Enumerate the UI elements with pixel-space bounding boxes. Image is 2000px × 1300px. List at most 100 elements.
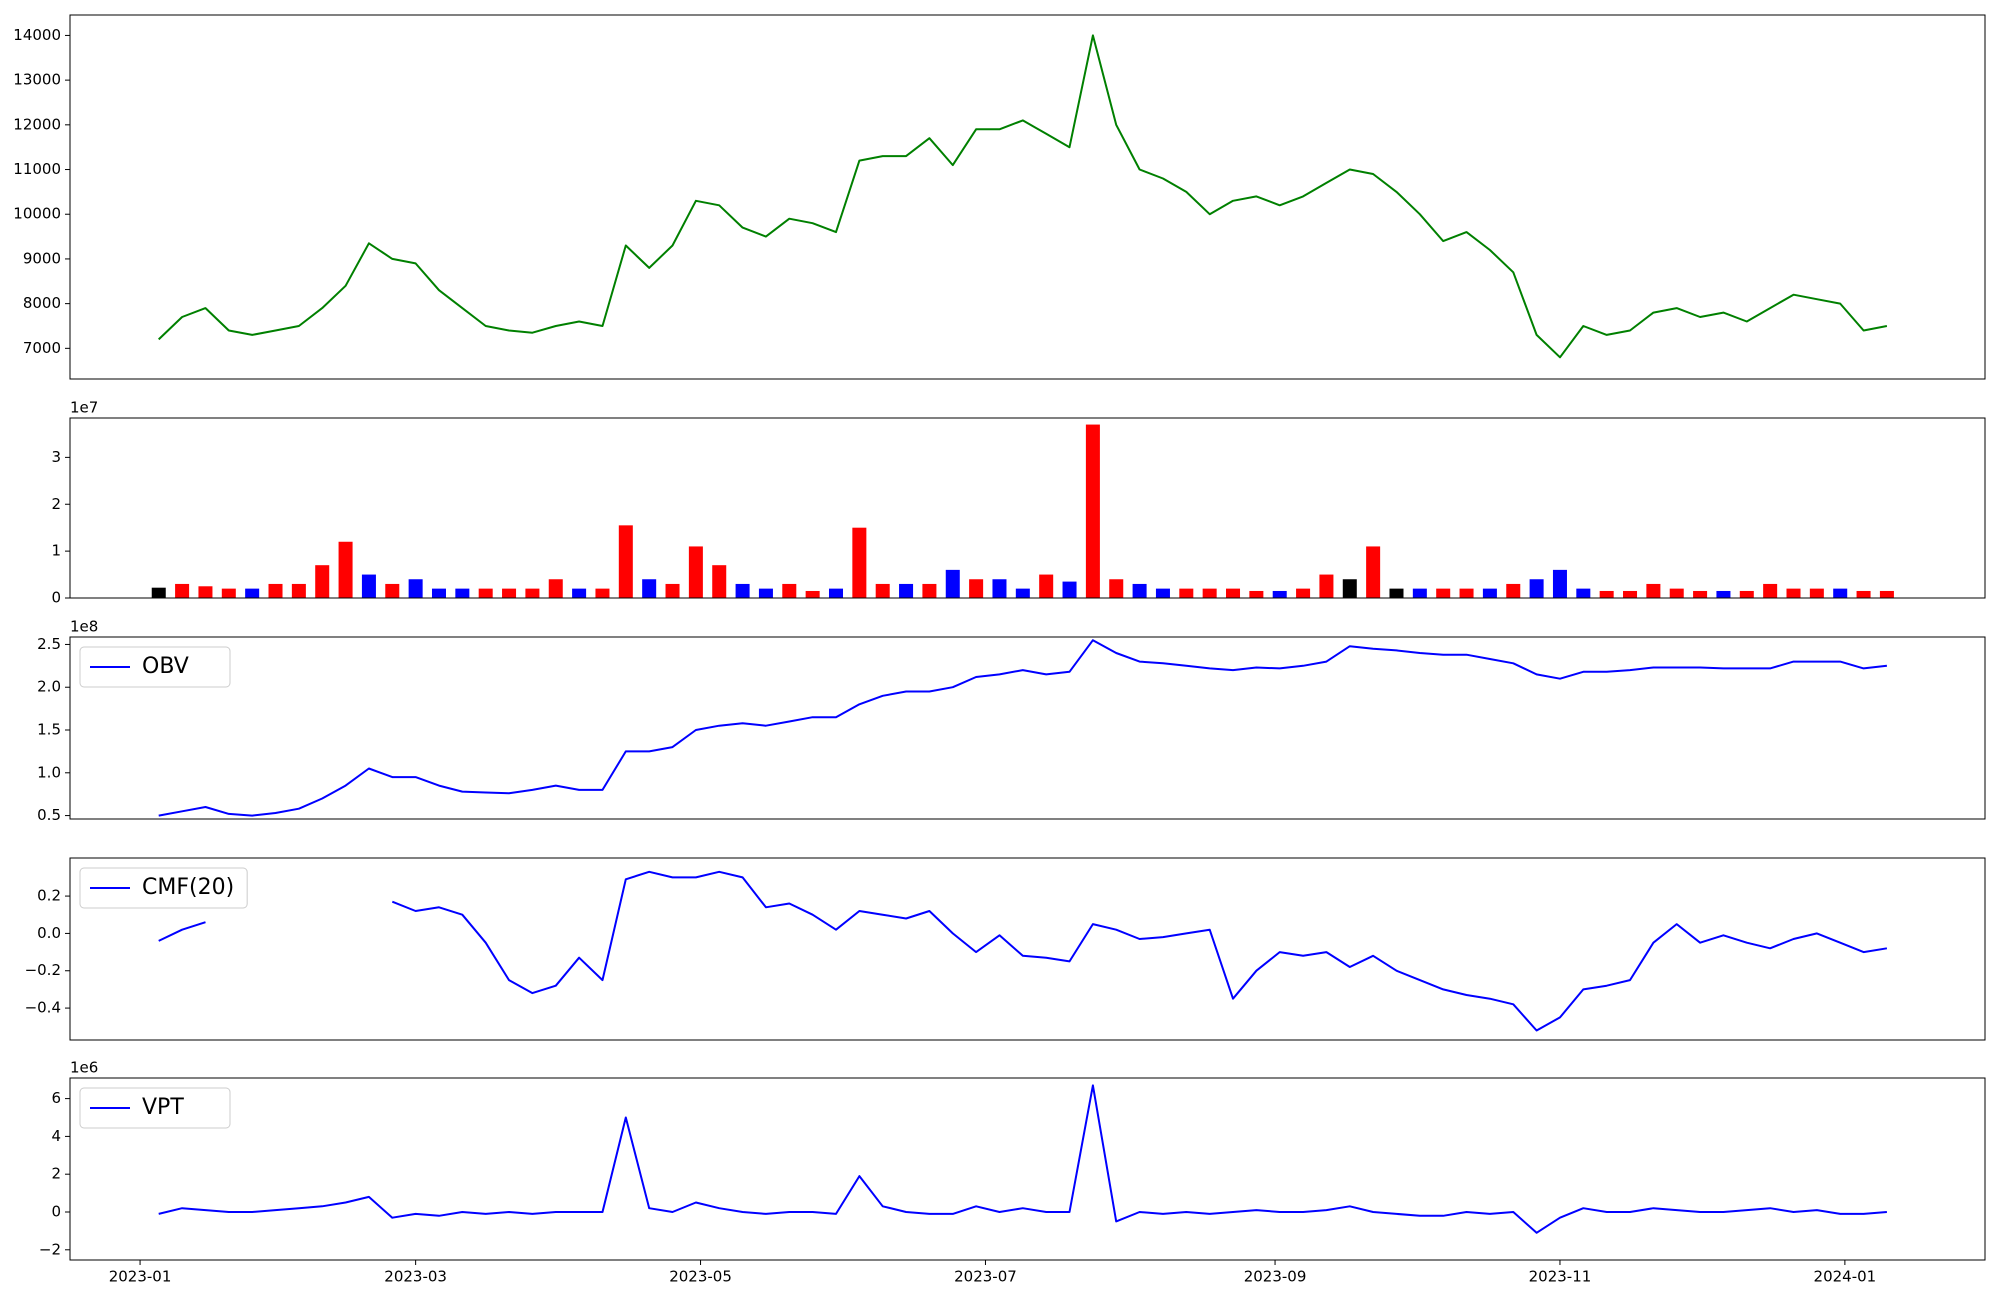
bar xyxy=(805,590,820,598)
x-tick-label: 2023-05 xyxy=(669,1268,732,1286)
plot-frame xyxy=(69,1077,1986,1261)
legend-box xyxy=(79,646,231,688)
y-tick-label: −2 xyxy=(39,1240,61,1258)
bar xyxy=(151,587,166,598)
y-tick-label: 0.0 xyxy=(37,924,61,942)
bar xyxy=(945,569,960,598)
bar xyxy=(1062,581,1077,598)
axis-offset-label: 1e6 xyxy=(70,1059,98,1077)
bar xyxy=(1693,590,1708,598)
x-tick-label: 2023-03 xyxy=(384,1268,447,1286)
bar xyxy=(455,588,470,598)
plot-frame xyxy=(69,857,1986,1041)
y-tick-label: 2.0 xyxy=(37,678,61,696)
bar xyxy=(1296,588,1311,598)
bar xyxy=(1202,588,1217,598)
y-tick-label: 9000 xyxy=(23,249,61,267)
bar xyxy=(642,579,657,598)
bar xyxy=(431,588,446,598)
bar xyxy=(478,588,493,598)
bar xyxy=(525,588,540,598)
bar xyxy=(245,588,260,598)
bar xyxy=(1109,579,1124,598)
bar xyxy=(1809,588,1824,598)
bar xyxy=(1646,583,1661,598)
bar xyxy=(1179,588,1194,598)
x-tick-label: 2023-07 xyxy=(954,1268,1017,1286)
y-tick-label: 12000 xyxy=(13,115,61,133)
plot-frame xyxy=(69,417,1986,599)
bar xyxy=(1529,579,1544,598)
bar xyxy=(618,525,633,598)
y-tick-label: 10000 xyxy=(13,205,61,223)
y-tick-label: 6 xyxy=(51,1089,61,1107)
y-tick-label: 2 xyxy=(51,495,61,513)
legend-box xyxy=(79,1087,231,1129)
bar xyxy=(1249,590,1264,598)
y-tick-label: 3 xyxy=(51,448,61,466)
bar xyxy=(1716,590,1731,598)
bar xyxy=(828,588,844,598)
axis-offset-label: 1e8 xyxy=(70,618,98,636)
bar xyxy=(758,588,773,598)
bar xyxy=(922,583,937,598)
bar xyxy=(1576,588,1591,598)
bar xyxy=(1412,588,1427,598)
bar xyxy=(688,546,703,598)
bar xyxy=(1506,583,1521,598)
bar xyxy=(408,579,423,598)
y-tick-label: 1.5 xyxy=(37,721,61,739)
x-tick-label: 2024-01 xyxy=(1814,1268,1877,1286)
bar xyxy=(572,588,587,598)
y-tick-label: 1.0 xyxy=(37,763,61,781)
y-tick-label: 2 xyxy=(51,1165,61,1183)
y-tick-label: 13000 xyxy=(13,71,61,89)
y-tick-label: 0.5 xyxy=(37,806,61,824)
bar xyxy=(712,565,727,598)
bar xyxy=(1786,588,1801,598)
bar xyxy=(969,579,984,598)
bar xyxy=(1366,546,1381,598)
data-line xyxy=(158,870,1888,1032)
legend-text: OBV xyxy=(142,654,189,679)
bar xyxy=(1085,424,1100,598)
bar xyxy=(899,583,914,598)
bar xyxy=(1155,588,1170,598)
bar xyxy=(1319,574,1334,598)
legend-box xyxy=(79,867,248,909)
bar xyxy=(992,579,1007,598)
bar xyxy=(1599,590,1614,598)
bar xyxy=(875,583,890,598)
x-tick-label: 2023-01 xyxy=(109,1268,172,1286)
bar xyxy=(1739,590,1754,598)
bar xyxy=(1132,583,1147,598)
y-tick-label: 0 xyxy=(51,589,61,607)
plot-frame xyxy=(69,636,1986,820)
bar xyxy=(1856,590,1871,598)
y-tick-label: 7000 xyxy=(23,339,61,357)
x-tick-label: 2023-09 xyxy=(1244,1268,1307,1286)
bar xyxy=(291,583,306,598)
y-tick-label: 0 xyxy=(51,1202,61,1220)
bar xyxy=(315,565,330,598)
bar xyxy=(1015,588,1030,598)
y-tick-label: −0.4 xyxy=(25,999,61,1017)
bar xyxy=(1763,583,1778,598)
legend-text: CMF(20) xyxy=(142,875,234,900)
data-line xyxy=(158,34,1888,359)
bar xyxy=(385,583,400,598)
bar xyxy=(502,588,517,598)
bar xyxy=(221,588,236,598)
bar xyxy=(1482,588,1497,598)
y-tick-label: −0.2 xyxy=(25,961,61,979)
y-tick-label: 14000 xyxy=(13,26,61,44)
bar xyxy=(595,588,610,598)
plot-frame xyxy=(69,14,1986,380)
bar xyxy=(361,574,376,598)
bar xyxy=(198,586,213,598)
bar xyxy=(1226,588,1241,598)
bar xyxy=(1342,579,1357,598)
bar xyxy=(268,583,283,598)
x-tick-label: 2023-11 xyxy=(1529,1268,1592,1286)
